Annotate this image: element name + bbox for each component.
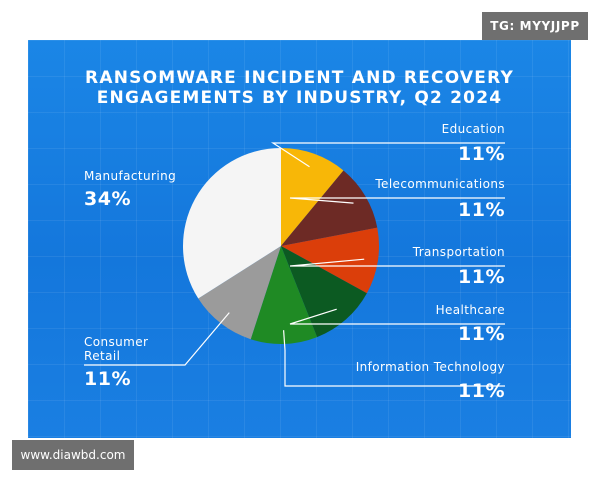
slice-label-consumer-retail-line-2: Retail [84, 349, 120, 363]
pie-slice-manufacturing [183, 148, 281, 299]
leader-line-telecommunications [289, 197, 505, 204]
pie-slice-information-technology [250, 246, 318, 344]
pie-slice-education [281, 148, 344, 246]
slice-value-education: 11% [458, 143, 505, 165]
pie-slice-healthcare [281, 246, 367, 338]
slice-label-healthcare: Healthcare [436, 303, 505, 317]
leader-line-healthcare [289, 308, 505, 325]
slice-label-transportation: Transportation [412, 245, 505, 259]
slice-label-education: Education [442, 122, 505, 136]
slice-value-transportation: 11% [458, 266, 505, 288]
chart-title-line-1: RANSOMWARE INCIDENT AND RECOVERY [85, 68, 514, 88]
leader-line-education [270, 142, 505, 168]
chart-title: RANSOMWARE INCIDENT AND RECOVERY ENGAGEM… [28, 68, 571, 108]
pie-slice-consumer-retail [198, 246, 281, 340]
pie-slice-transportation [281, 227, 379, 294]
leader-line-consumer-retail [84, 312, 230, 366]
slice-label-manufacturing: Manufacturing [84, 169, 176, 183]
watermark-tg-badge: TG: MYYJJPP [482, 12, 588, 40]
slice-value-consumer-retail: 11% [84, 368, 131, 390]
pie-chart: Education 11% Telecommunications 11% Transpo… [84, 122, 505, 402]
leader-line-information-technology [283, 330, 505, 387]
slice-value-telecommunications: 11% [458, 199, 505, 221]
pie-slice-telecommunications [281, 170, 378, 246]
watermark-url-badge: www.diawbd.com [12, 440, 134, 470]
slice-value-manufacturing: 34% [84, 188, 131, 210]
slice-label-telecommunications: Telecommunications [374, 177, 505, 191]
slice-label-information-technology: Information Technology [356, 360, 505, 374]
leader-line-transportation [289, 258, 505, 267]
slice-value-information-technology: 11% [458, 380, 505, 402]
slice-value-healthcare: 11% [458, 323, 505, 345]
slice-label-consumer-retail-line-1: Consumer [84, 335, 148, 349]
chart-title-line-2: ENGAGEMENTS BY INDUSTRY, Q2 2024 [96, 88, 503, 108]
chart-panel: RANSOMWARE INCIDENT AND RECOVERY ENGAGEM… [28, 40, 571, 438]
